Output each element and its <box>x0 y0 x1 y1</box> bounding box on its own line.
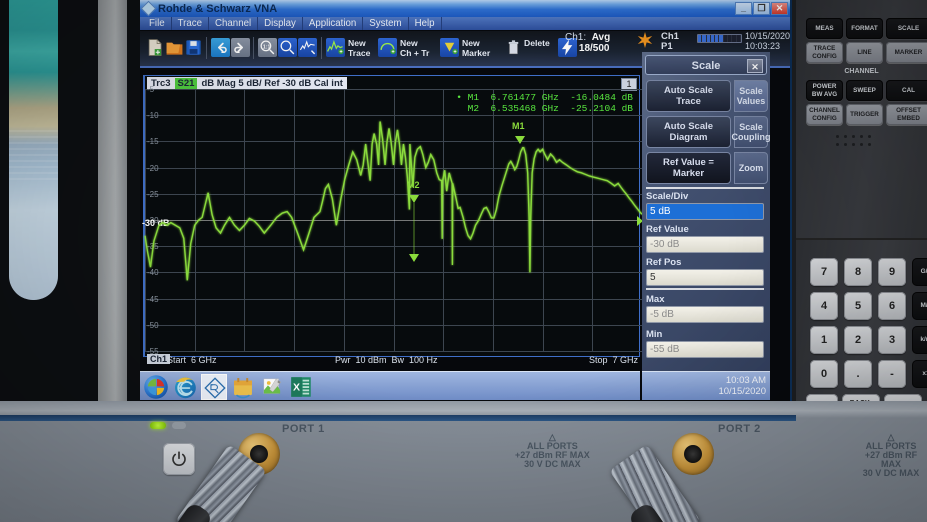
svg-text:1:1: 1:1 <box>263 44 271 50</box>
svg-text:M2: M2 <box>407 180 420 190</box>
svg-text:M1: M1 <box>512 121 525 131</box>
svg-text:X: X <box>293 381 300 393</box>
